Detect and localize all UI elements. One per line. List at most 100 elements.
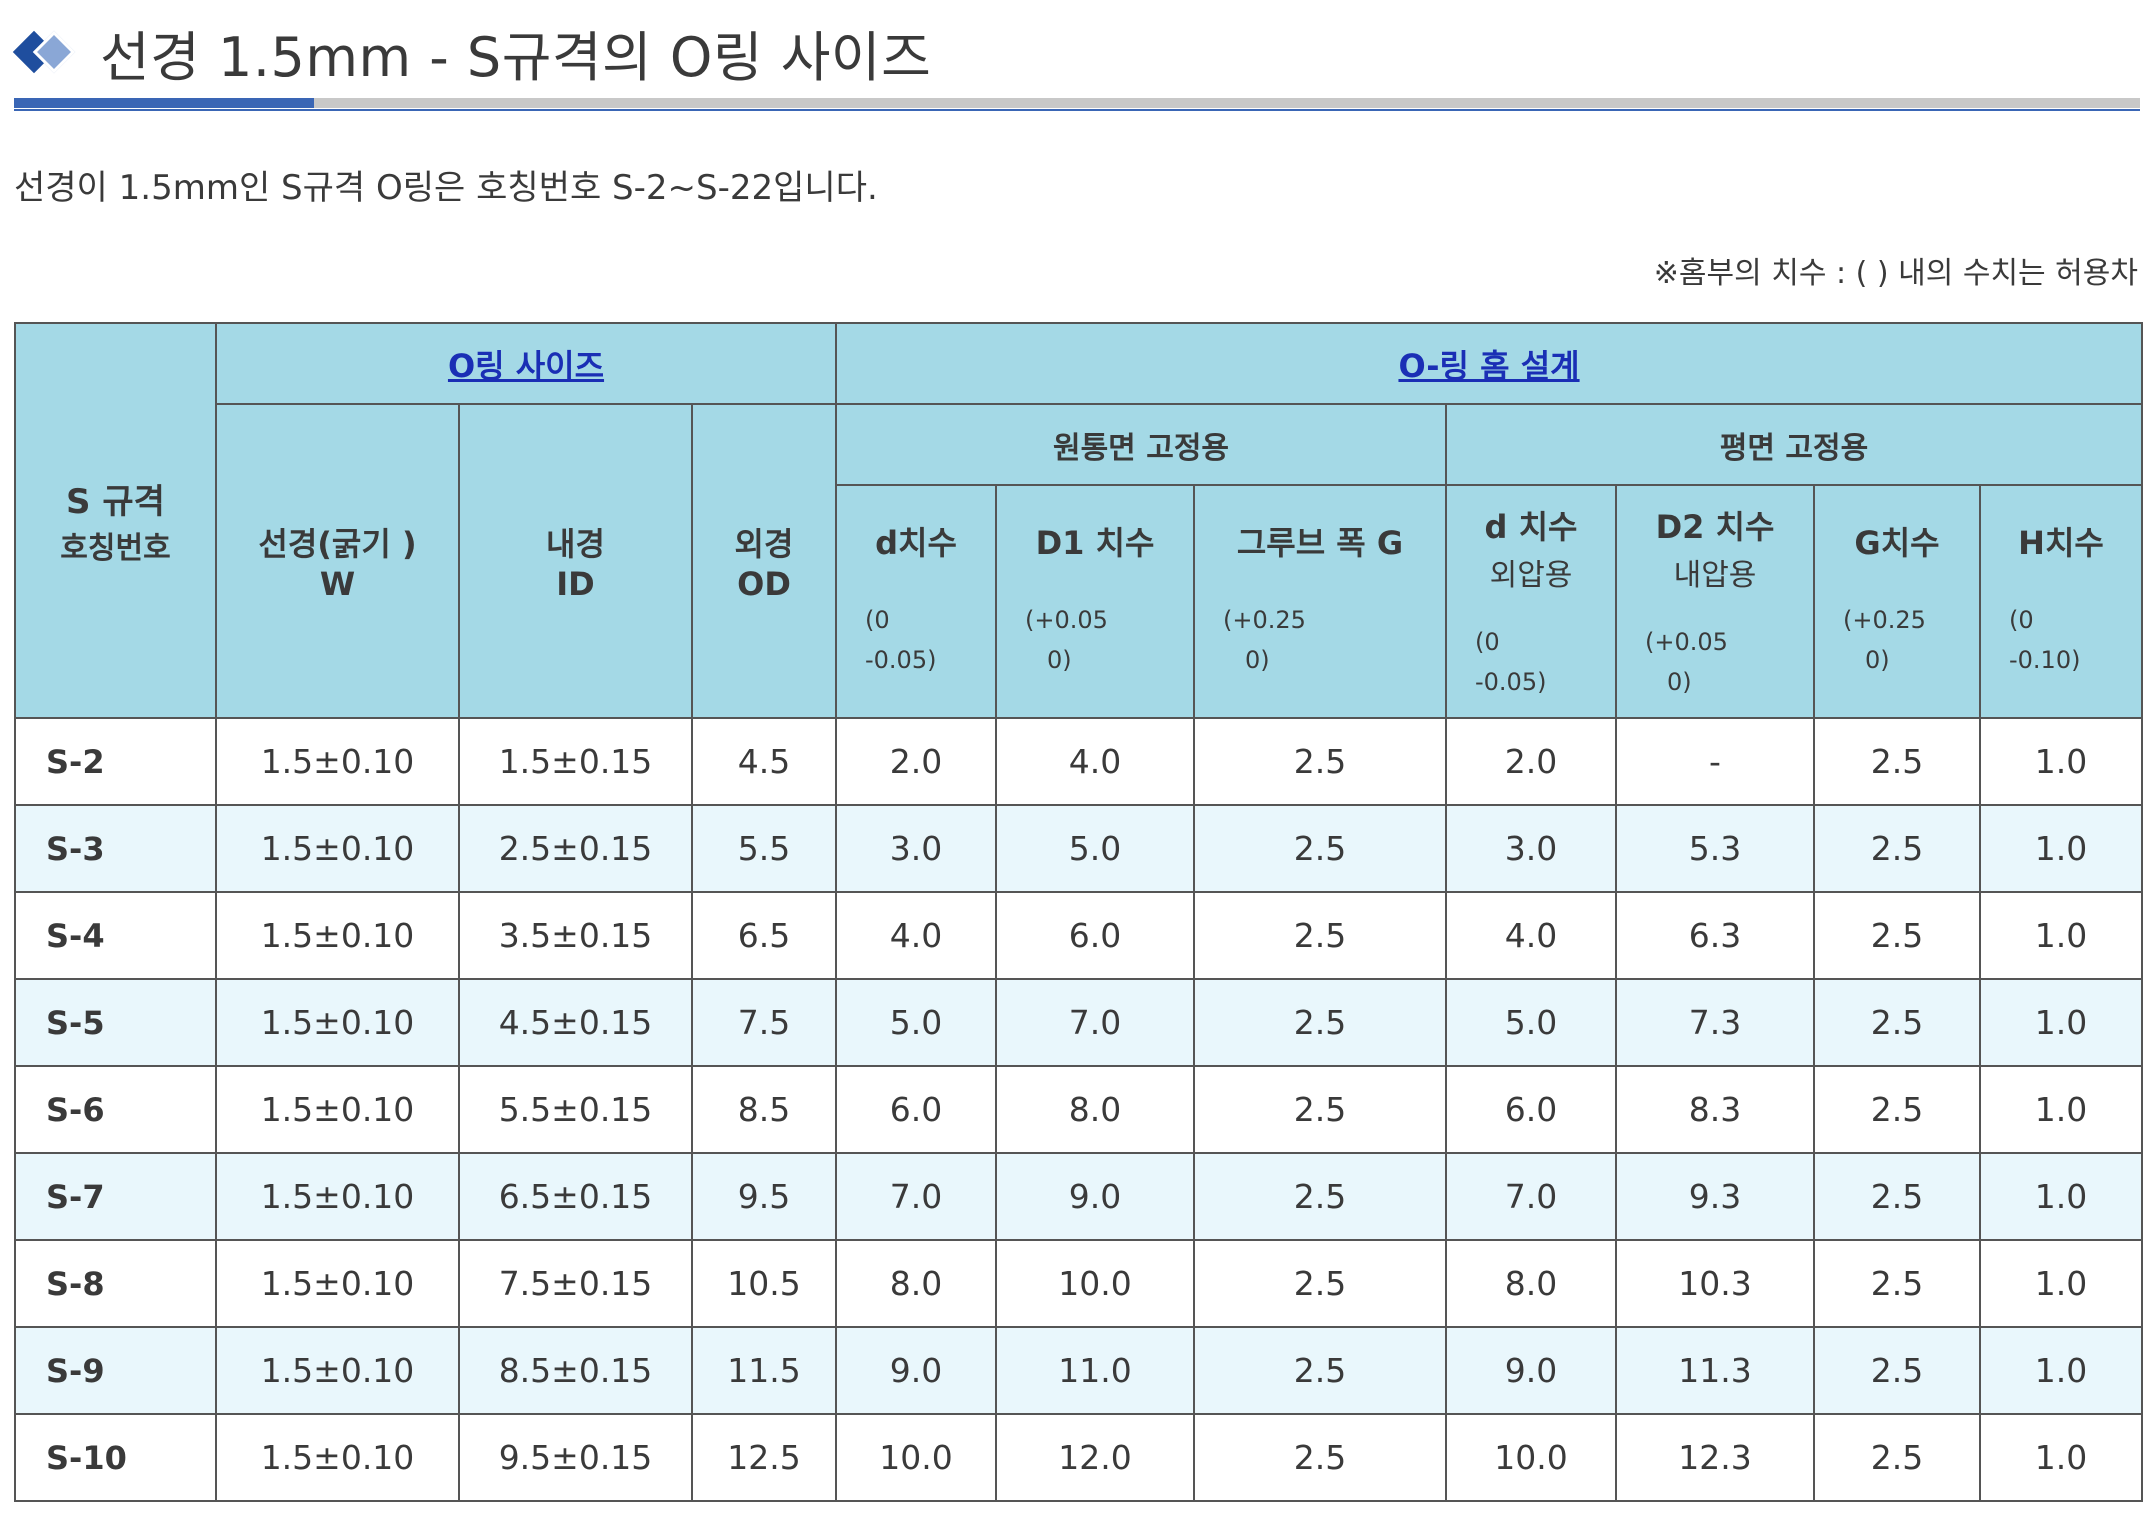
cell-g2: 2.5 xyxy=(1813,1239,1981,1328)
cell-d: 2.0 xyxy=(835,717,997,806)
header-d1-tol: (+0.05 0) xyxy=(997,600,1193,680)
cell-g1: 2.5 xyxy=(1193,1239,1447,1328)
cell-fd2: 9.3 xyxy=(1615,1152,1815,1241)
title-row: 선경 1.5mm - S규격의 O링 사이즈 xyxy=(12,14,931,90)
cell-id: 5.5±0.15 xyxy=(458,1065,693,1154)
table-row: S-10 1.5±0.10 9.5±0.15 12.5 10.0 12.0 2.… xyxy=(14,1413,2144,1502)
table-row: S-5 1.5±0.10 4.5±0.15 7.5 5.0 7.0 2.5 5.… xyxy=(14,978,2144,1067)
header-d1-tol2: 0) xyxy=(1047,645,1072,674)
cell-fd: 8.0 xyxy=(1445,1239,1617,1328)
table-row: S-9 1.5±0.10 8.5±0.15 11.5 9.0 11.0 2.5 … xyxy=(14,1326,2144,1415)
header-d-tol: (0 -0.05) xyxy=(837,600,995,680)
cell-d: 9.0 xyxy=(835,1326,997,1415)
header-d-tol2: -0.05) xyxy=(865,645,937,674)
title-underline xyxy=(14,98,2140,112)
groove-design-link[interactable]: O-링 홈 설계 xyxy=(1398,346,1580,385)
diamond-bullet-icon xyxy=(12,27,78,77)
cell-d: 10.0 xyxy=(835,1413,997,1502)
header-group-oring: O링 사이즈 xyxy=(215,322,837,405)
cell-id: 2.5±0.15 xyxy=(458,804,693,893)
header-d1: D1 치수 (+0.05 0) xyxy=(995,484,1195,719)
cell-code: S-10 xyxy=(14,1413,217,1502)
intro-text: 선경이 1.5mm인 S규격 O링은 호칭번호 S-2~S-22입니다. xyxy=(14,168,878,208)
cell-id: 7.5±0.15 xyxy=(458,1239,693,1328)
cell-d1: 5.0 xyxy=(995,804,1195,893)
cell-id: 1.5±0.15 xyxy=(458,717,693,806)
cell-d: 8.0 xyxy=(835,1239,997,1328)
cell-g2: 2.5 xyxy=(1813,1326,1981,1415)
cell-h: 1.0 xyxy=(1978,978,2144,1067)
header-g1-label: 그루브 폭 G xyxy=(1236,523,1404,562)
cell-d1: 12.0 xyxy=(995,1413,1195,1502)
cell-g1: 2.5 xyxy=(1193,1065,1447,1154)
header-g1-tol1: (+0.25 xyxy=(1223,605,1306,634)
header-fd2-tol: (+0.05 0) xyxy=(1617,622,1813,702)
cell-g1: 2.5 xyxy=(1193,1152,1447,1241)
cell-fd2: 7.3 xyxy=(1615,978,1815,1067)
cell-g2: 2.5 xyxy=(1813,717,1981,806)
cell-g1: 2.5 xyxy=(1193,1413,1447,1502)
header-fd-label: d 치수 xyxy=(1484,507,1578,546)
header-group-groove: O-링 홈 설계 xyxy=(834,322,2144,405)
header-od: 외경 OD xyxy=(691,403,837,719)
cell-fd2: 10.3 xyxy=(1615,1239,1815,1328)
cell-g2: 2.5 xyxy=(1813,1413,1981,1502)
cell-code: S-3 xyxy=(14,804,217,893)
cell-w: 1.5±0.10 xyxy=(215,978,460,1067)
header-fd2-tol2: 0) xyxy=(1667,667,1692,696)
header-g1: 그루브 폭 G (+0.25 0) xyxy=(1193,484,1447,719)
cell-fd: 4.0 xyxy=(1445,891,1617,980)
cell-h: 1.0 xyxy=(1978,717,2144,806)
cell-id: 4.5±0.15 xyxy=(458,978,693,1067)
cell-fd: 7.0 xyxy=(1445,1152,1617,1241)
oring-size-link[interactable]: O링 사이즈 xyxy=(447,346,605,385)
cell-fd: 5.0 xyxy=(1445,978,1617,1067)
cell-fd: 6.0 xyxy=(1445,1065,1617,1154)
header-id-line2: ID xyxy=(556,565,595,603)
cell-w: 1.5±0.10 xyxy=(215,717,460,806)
cell-id: 9.5±0.15 xyxy=(458,1413,693,1502)
cell-h: 1.0 xyxy=(1978,891,2144,980)
cell-id: 6.5±0.15 xyxy=(458,1152,693,1241)
header-g1-tol: (+0.25 0) xyxy=(1195,600,1445,680)
cell-od: 10.5 xyxy=(691,1239,837,1328)
cell-fd2: 5.3 xyxy=(1615,804,1815,893)
header-fd2: D2 치수 내압용 (+0.05 0) xyxy=(1615,484,1815,719)
header-d1-tol1: (+0.05 xyxy=(1025,605,1108,634)
header-w-line1: 선경(굵기 ) xyxy=(258,525,417,563)
cell-g1: 2.5 xyxy=(1193,804,1447,893)
cell-g1: 2.5 xyxy=(1193,1326,1447,1415)
header-h-tol2: -0.10) xyxy=(2009,645,2081,674)
cell-code: S-9 xyxy=(14,1326,217,1415)
cell-code: S-7 xyxy=(14,1152,217,1241)
cell-h: 1.0 xyxy=(1978,1065,2144,1154)
header-cylinder: 원통면 고정용 xyxy=(835,403,1447,486)
cell-fd: 3.0 xyxy=(1445,804,1617,893)
header-h-tol: (0 -0.10) xyxy=(1981,600,2141,680)
cell-h: 1.0 xyxy=(1978,1152,2144,1241)
header-fd-tol2: -0.05) xyxy=(1475,667,1547,696)
cell-d: 3.0 xyxy=(835,804,997,893)
cell-code: S-5 xyxy=(14,978,217,1067)
cell-od: 7.5 xyxy=(691,978,837,1067)
cell-g1: 2.5 xyxy=(1193,978,1447,1067)
cell-d: 7.0 xyxy=(835,1152,997,1241)
cell-w: 1.5±0.10 xyxy=(215,891,460,980)
cell-id: 3.5±0.15 xyxy=(458,891,693,980)
cell-g2: 2.5 xyxy=(1813,1065,1981,1154)
cell-fd2: - xyxy=(1615,717,1815,806)
table-row: S-8 1.5±0.10 7.5±0.15 10.5 8.0 10.0 2.5 … xyxy=(14,1239,2144,1328)
cell-w: 1.5±0.10 xyxy=(215,1239,460,1328)
header-fd2-sub: 내압용 xyxy=(1673,557,1757,593)
cell-od: 4.5 xyxy=(691,717,837,806)
header-w-line2: W xyxy=(319,565,356,603)
cell-w: 1.5±0.10 xyxy=(215,1326,460,1415)
cell-w: 1.5±0.10 xyxy=(215,804,460,893)
header-g2-tol1: (+0.25 xyxy=(1843,605,1926,634)
cell-d1: 4.0 xyxy=(995,717,1195,806)
header-od-line2: OD xyxy=(737,565,791,603)
table-row: S-7 1.5±0.10 6.5±0.15 9.5 7.0 9.0 2.5 7.… xyxy=(14,1152,2144,1241)
cell-od: 12.5 xyxy=(691,1413,837,1502)
header-fd: d 치수 외압용 (0 -0.05) xyxy=(1445,484,1617,719)
